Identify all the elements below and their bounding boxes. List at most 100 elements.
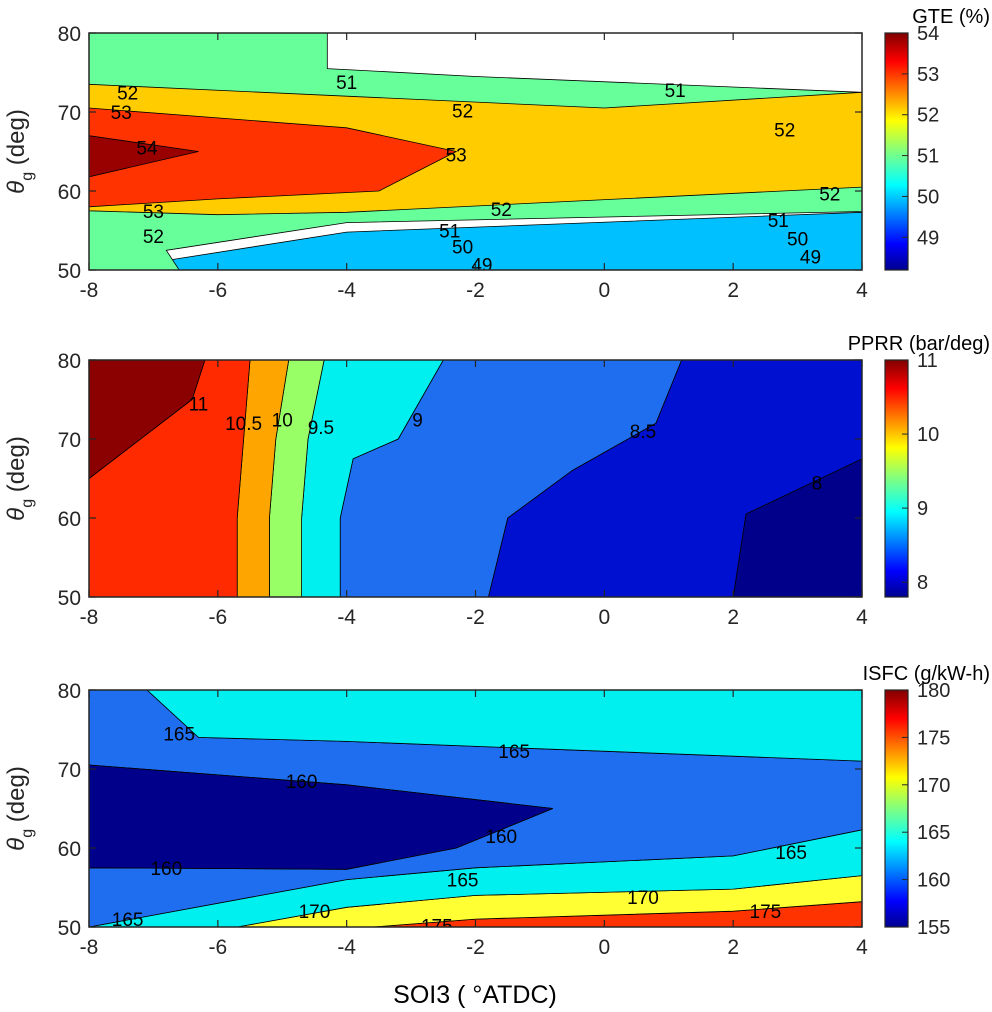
x-tick-label: 4 xyxy=(856,936,868,959)
y-tick-label: 60 xyxy=(58,508,81,531)
x-tick-label: 4 xyxy=(856,606,868,629)
contour-label: 160 xyxy=(485,827,517,848)
contour-label: 165 xyxy=(775,843,807,864)
y-tick-label: 80 xyxy=(58,680,81,703)
contour-label: 52 xyxy=(452,101,473,122)
contour-band xyxy=(89,135,199,178)
colorbar-tick-label: 50 xyxy=(917,186,939,208)
contour-label: 170 xyxy=(299,902,331,923)
x-axis-label: SOI3 ( °ATDC) xyxy=(393,981,557,1009)
contour-band xyxy=(89,764,553,870)
contour-label: 9 xyxy=(412,410,423,431)
y-tick-label: 50 xyxy=(58,587,81,610)
contour-band xyxy=(146,690,862,762)
contour-label: 52 xyxy=(491,200,512,221)
x-tick-label: -8 xyxy=(80,606,99,629)
contour-label: 50 xyxy=(452,237,473,258)
contour-label: 160 xyxy=(286,772,318,793)
x-tick-label: 0 xyxy=(598,279,610,302)
x-tick-label: 4 xyxy=(856,279,868,302)
colorbar-tick-label: 180 xyxy=(917,680,950,702)
contour-label: 49 xyxy=(471,255,492,276)
contour-label: 8 xyxy=(812,473,823,494)
contour-label: 52 xyxy=(117,83,138,104)
contour-band xyxy=(89,360,206,480)
x-tick-label: -6 xyxy=(208,279,227,302)
contour-label: 49 xyxy=(800,248,821,269)
contour-label: 50 xyxy=(787,229,808,250)
colorbar-tick-label: 155 xyxy=(917,917,950,939)
x-tick-label: -4 xyxy=(337,279,356,302)
x-tick-label: -8 xyxy=(80,279,99,302)
contour-label: 10.5 xyxy=(225,414,262,435)
colorbar-tick-label: 54 xyxy=(917,23,939,45)
contour-label: 51 xyxy=(665,81,686,102)
x-tick-label: -2 xyxy=(466,279,485,302)
contour-label: 165 xyxy=(498,742,530,763)
contour-label: 53 xyxy=(143,202,164,223)
y-tick-label: 50 xyxy=(58,260,81,283)
y-axis-label: θg (deg) xyxy=(3,436,36,521)
chart-panel-3: 165 160 165 160 160 165 165 170 175 170 175 165 -8 -6… xyxy=(3,663,990,959)
x-tick-label: 2 xyxy=(727,279,739,302)
colorbar-tick-label: 11 xyxy=(917,350,938,372)
y-tick-label: 70 xyxy=(58,102,81,125)
contour-label: 10 xyxy=(272,410,293,431)
contour-label: 170 xyxy=(627,888,659,909)
contour-label: 51 xyxy=(439,222,460,243)
colorbar-title: GTE (%) xyxy=(912,6,990,28)
contour-label: 53 xyxy=(446,146,467,167)
y-tick-label: 70 xyxy=(58,759,81,782)
x-tick-label: 2 xyxy=(727,606,739,629)
y-tick-label: 70 xyxy=(58,429,81,452)
colorbar-gradient xyxy=(884,689,909,928)
contour-label: 52 xyxy=(819,184,840,205)
contour-label: 52 xyxy=(143,227,164,248)
contour-label: 54 xyxy=(136,139,158,160)
contour-label: 175 xyxy=(750,902,782,923)
chart-panel-2: 11 10.5 10 9.5 9 8.5 8 -8 -6 -4 -2 0 2 4 50 60 70 80 θg (d… xyxy=(3,333,990,629)
y-axis-label: θg (deg) xyxy=(3,109,36,194)
x-tick-label: 2 xyxy=(727,936,739,959)
x-tick-label: 0 xyxy=(598,936,610,959)
contour-label: 165 xyxy=(163,724,195,745)
colorbar-gradient xyxy=(884,32,909,271)
contour-label: 165 xyxy=(112,910,144,931)
x-tick-label: -2 xyxy=(466,936,485,959)
contour-label: 8.5 xyxy=(630,422,656,443)
contour-area: 165 160 165 160 160 165 165 170 175 170 175 165 xyxy=(89,690,862,931)
x-tick-label: -2 xyxy=(466,606,485,629)
contour-label: 165 xyxy=(447,871,479,892)
contour-label: 160 xyxy=(150,859,182,880)
y-axis-label: θg (deg) xyxy=(3,766,36,851)
contour-label: 52 xyxy=(774,120,795,141)
colorbar-tick-label: 49 xyxy=(917,227,939,249)
contour-label: 51 xyxy=(768,211,789,232)
colorbar-tick-label: 53 xyxy=(917,64,939,86)
x-tick-label: -6 xyxy=(208,936,227,959)
colorbar-gradient xyxy=(884,359,909,598)
colorbar-tick-label: 160 xyxy=(917,870,950,892)
contour-label: 11 xyxy=(189,394,209,415)
colorbar-title: ISFC (g/kW-h) xyxy=(863,663,990,685)
x-tick-label: -6 xyxy=(208,606,227,629)
colorbar-tick-label: 165 xyxy=(917,822,950,844)
colorbar-tick-label: 10 xyxy=(917,424,939,446)
y-tick-label: 80 xyxy=(58,350,81,373)
y-tick-label: 50 xyxy=(58,917,81,940)
y-tick-label: 60 xyxy=(58,181,81,204)
x-tick-label: -8 xyxy=(80,936,99,959)
colorbar-title: PPRR (bar/deg) xyxy=(848,333,990,355)
colorbar-tick-label: 52 xyxy=(917,105,939,127)
y-tick-label: 60 xyxy=(58,838,81,861)
x-tick-label: -4 xyxy=(337,936,356,959)
colorbar-tick-label: 8 xyxy=(917,572,928,594)
contour-area: 11 10.5 10 9.5 9 8.5 8 xyxy=(89,360,862,597)
colorbar-tick-label: 51 xyxy=(917,146,939,168)
